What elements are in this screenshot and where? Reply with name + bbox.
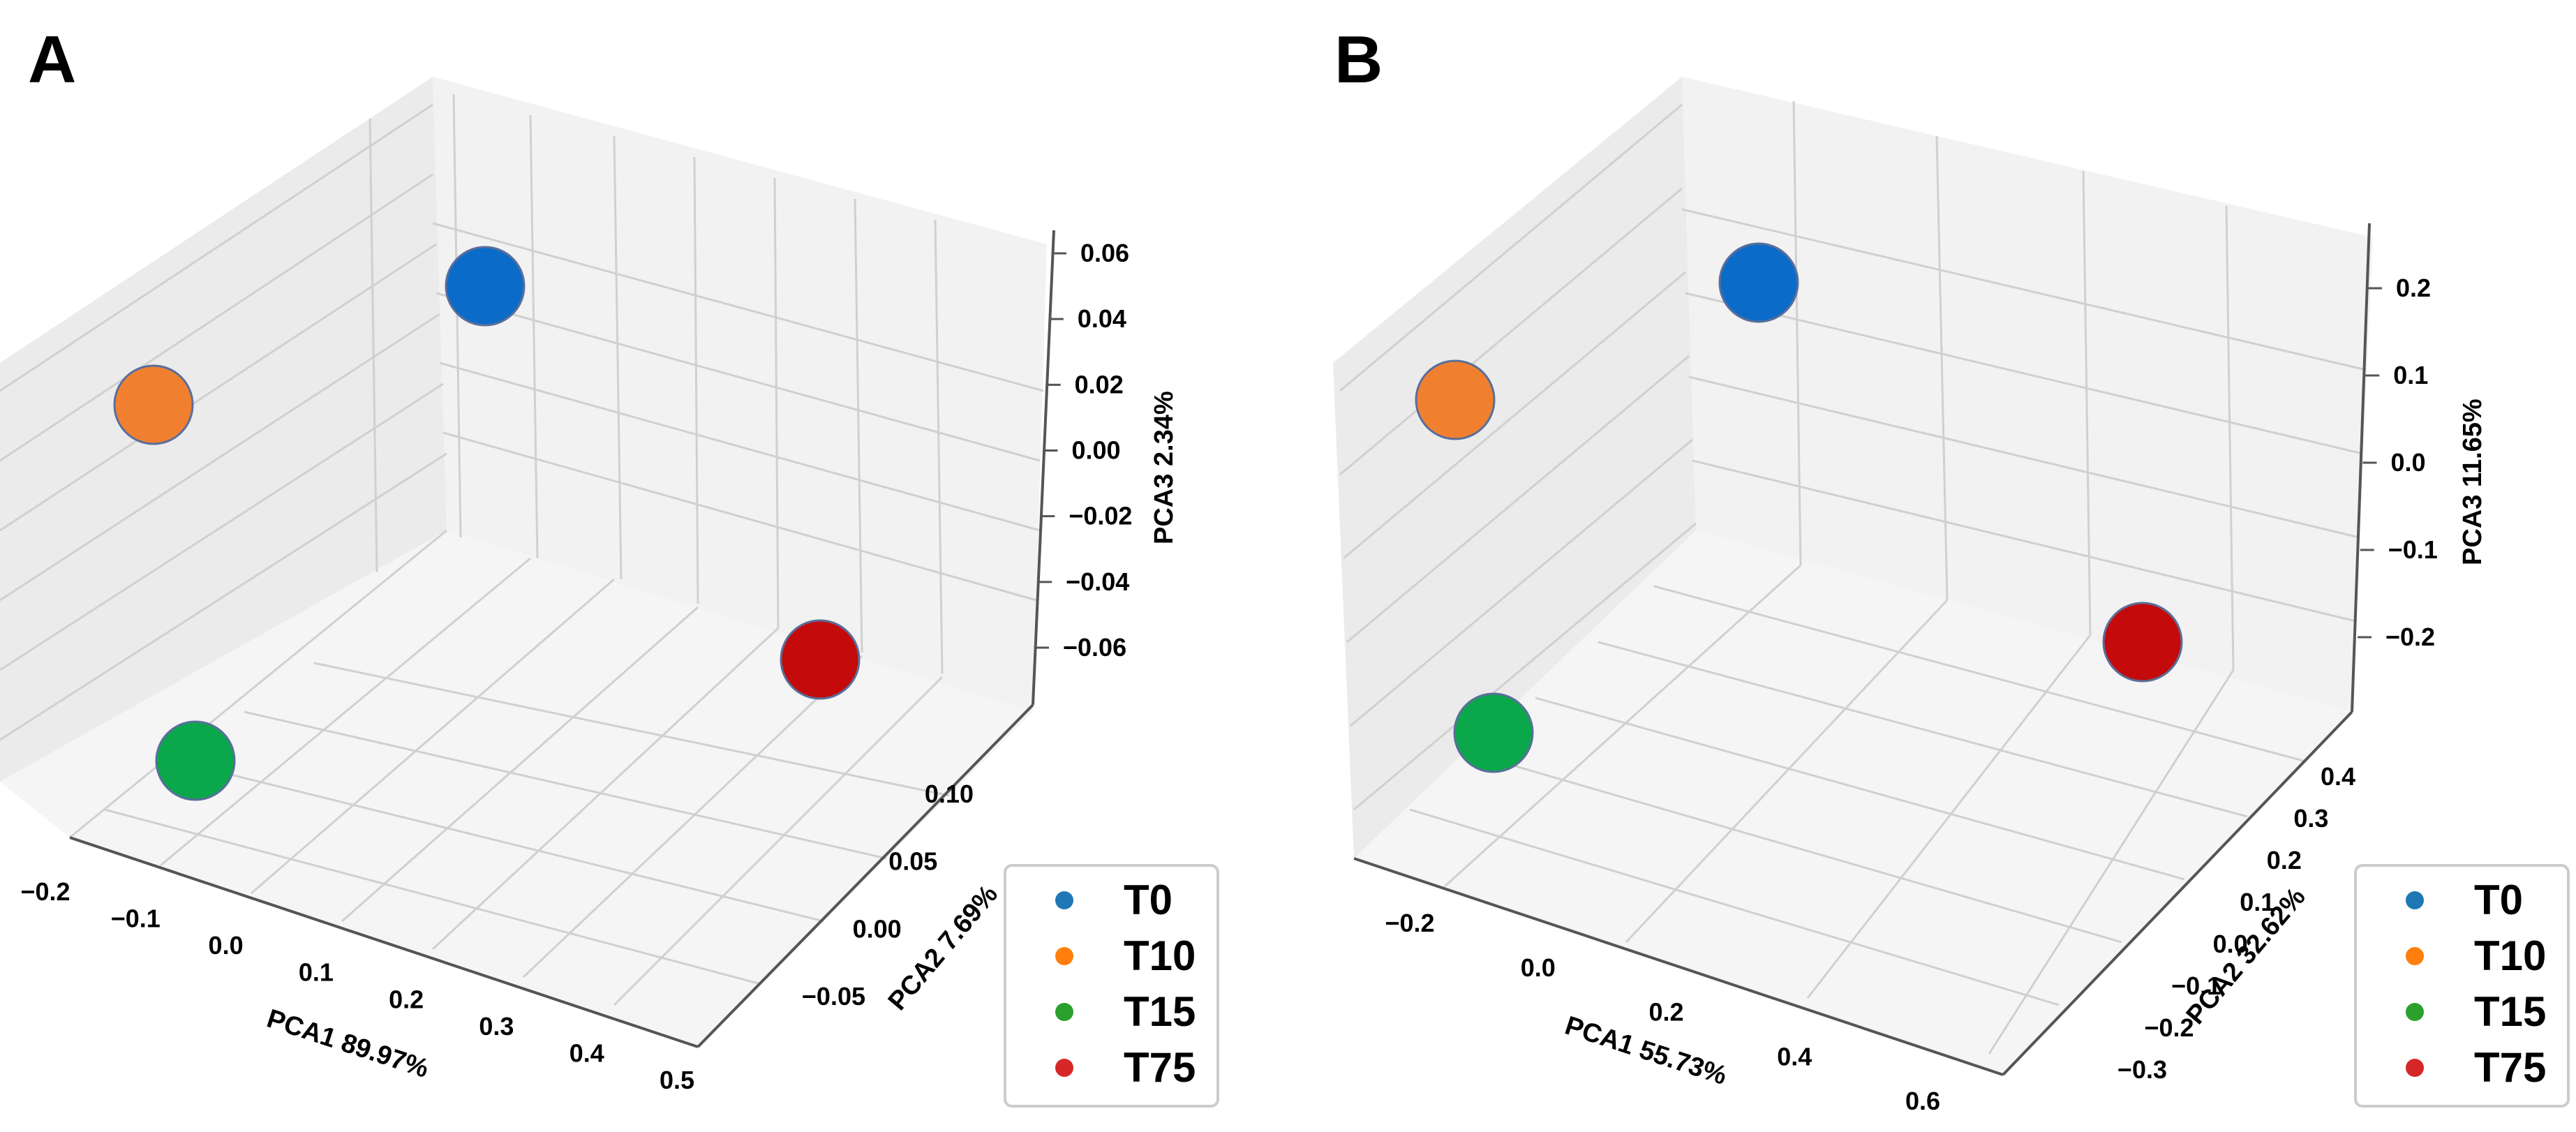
legend-label-t10: T10 bbox=[2474, 932, 2546, 979]
panel-letter: B bbox=[1334, 22, 1383, 97]
z-tick-label: −0.2 bbox=[2385, 623, 2435, 651]
z-tick-label: −0.06 bbox=[1063, 633, 1126, 662]
x-tick-label: 0.3 bbox=[479, 1012, 514, 1041]
z-tick-label: 0.1 bbox=[2393, 361, 2428, 389]
data-point-t15 bbox=[155, 720, 236, 801]
x-tick-label: 0.4 bbox=[1777, 1042, 1812, 1071]
y-ticks: −0.05 0.00 0.05 0.10 bbox=[802, 780, 974, 1011]
x-tick-label: 0.4 bbox=[569, 1038, 604, 1067]
x-tick-label: 0.0 bbox=[1521, 953, 1556, 982]
y-tick-label: 0.0 bbox=[2213, 930, 2248, 958]
z-tick-label: 0.0 bbox=[2391, 448, 2426, 477]
legend: T0 T10 T15 T75 bbox=[2354, 864, 2570, 1108]
y-tick-label: 0.05 bbox=[888, 847, 937, 876]
legend-label-t10: T10 bbox=[1124, 932, 1196, 979]
legend-marker-t75 bbox=[1055, 1059, 1073, 1077]
y-tick-label: 0.00 bbox=[853, 914, 902, 943]
y-ticks: −0.3 −0.2 −0.1 0.0 0.1 0.2 0.3 0.4 bbox=[2117, 762, 2355, 1084]
pane-back bbox=[433, 77, 1047, 712]
legend-marker-t15 bbox=[2406, 1003, 2424, 1021]
x-tick-label: 0.1 bbox=[299, 958, 334, 987]
z-tick-label: 0.04 bbox=[1078, 304, 1126, 333]
legend-marker-t75 bbox=[2406, 1059, 2424, 1077]
z-ticks: 0.06 0.04 0.02 0.00 −0.02 −0.04 −0.06 bbox=[1035, 239, 1132, 662]
data-point-t10 bbox=[1415, 359, 1496, 440]
z-tick-label: −0.1 bbox=[2388, 535, 2438, 564]
legend-marker-t15 bbox=[1055, 1003, 1073, 1021]
panel-letter: A bbox=[28, 22, 76, 97]
y-tick-label: 0.2 bbox=[2267, 846, 2302, 874]
legend-label-t75: T75 bbox=[1124, 1044, 1196, 1091]
x-tick-label: 0.6 bbox=[1905, 1087, 1940, 1115]
z-tick-label: −0.02 bbox=[1069, 502, 1132, 530]
data-point-t10 bbox=[113, 364, 194, 445]
pane-floor bbox=[1354, 530, 2352, 1075]
legend: T0 T10 T15 T75 bbox=[1004, 864, 1219, 1108]
y-tick-label: 0.4 bbox=[2321, 762, 2355, 791]
pane-back bbox=[1682, 77, 2373, 712]
z-axis-label: PCA3 11.65% bbox=[2458, 399, 2487, 565]
data-points bbox=[113, 246, 861, 801]
y-tick-label: −0.3 bbox=[2117, 1055, 2167, 1084]
z-ticks: 0.2 0.1 0.0 −0.1 −0.2 bbox=[2358, 274, 2438, 651]
legend-marker-t10 bbox=[2406, 947, 2424, 965]
data-point-t75 bbox=[2102, 602, 2183, 683]
z-axis-label: PCA3 2.34% bbox=[1149, 391, 1179, 544]
x-axis-label: PCA1 55.73% bbox=[1561, 1011, 1730, 1091]
legend-label-t0: T0 bbox=[2474, 877, 2523, 923]
pane-floor bbox=[0, 530, 1033, 1047]
x-tick-label: 0.5 bbox=[660, 1066, 694, 1094]
data-points bbox=[1415, 242, 2183, 773]
gridlines bbox=[1339, 100, 2367, 1055]
y-tick-label: −0.05 bbox=[802, 982, 865, 1011]
legend-marker-t10 bbox=[1055, 947, 1073, 965]
y-axis-label: PCA2 7.69% bbox=[883, 880, 1004, 1016]
axes bbox=[69, 230, 1055, 1048]
x-axis-label: PCA1 89.97% bbox=[263, 1004, 432, 1084]
legend-marker-t0 bbox=[2406, 891, 2424, 909]
y-tick-label: −0.1 bbox=[2171, 971, 2221, 1000]
panel-a: 0.06 0.04 0.02 0.00 −0.02 −0.04 −0.06 −0.05 0.0… bbox=[0, 22, 1219, 1108]
x-ticks: −0.2 0.0 0.2 0.4 0.6 bbox=[1385, 909, 1940, 1115]
y-tick-label: 0.1 bbox=[2240, 888, 2275, 916]
z-tick-label: −0.04 bbox=[1066, 567, 1129, 596]
x-tick-label: −0.2 bbox=[1385, 909, 1434, 937]
x-tick-label: −0.2 bbox=[20, 877, 70, 906]
legend-label-t0: T0 bbox=[1124, 877, 1172, 923]
axes bbox=[1353, 223, 2371, 1076]
z-tick-label: 0.02 bbox=[1075, 370, 1124, 399]
y-tick-label: 0.3 bbox=[2293, 804, 2328, 833]
z-tick-label: 0.00 bbox=[1072, 436, 1121, 465]
legend-label-t15: T15 bbox=[1124, 988, 1196, 1035]
y-tick-label: −0.2 bbox=[2144, 1013, 2194, 1042]
legend-box bbox=[1004, 864, 1219, 1108]
data-point-t0 bbox=[445, 246, 526, 327]
x-tick-label: 0.2 bbox=[389, 985, 424, 1013]
x-tick-label: 0.2 bbox=[1648, 998, 1683, 1027]
legend-label-t15: T15 bbox=[2474, 988, 2546, 1035]
legend-box bbox=[2354, 864, 2570, 1108]
legend-marker-t0 bbox=[1055, 891, 1073, 909]
pane-side bbox=[1333, 77, 1696, 858]
data-point-t0 bbox=[1718, 242, 1799, 323]
legend-label-t75: T75 bbox=[2474, 1044, 2546, 1091]
data-point-t75 bbox=[780, 619, 861, 700]
x-tick-label: 0.0 bbox=[209, 931, 244, 960]
gridlines bbox=[0, 94, 1044, 1006]
panel-b: 0.20.10.0−0.1−0.2 −0.3−0.2−0.10.00.10.20… bbox=[1333, 22, 2570, 1115]
y-tick-label: 0.10 bbox=[925, 780, 974, 808]
pane-side bbox=[0, 77, 447, 782]
data-point-t15 bbox=[1453, 692, 1534, 773]
z-tick-label: 0.2 bbox=[2396, 274, 2431, 302]
z-tick-label: 0.06 bbox=[1080, 239, 1129, 267]
x-tick-label: −0.1 bbox=[111, 904, 161, 933]
x-ticks: −0.2 −0.1 0.0 0.1 0.2 0.3 0.4 0.5 bbox=[20, 877, 694, 1094]
